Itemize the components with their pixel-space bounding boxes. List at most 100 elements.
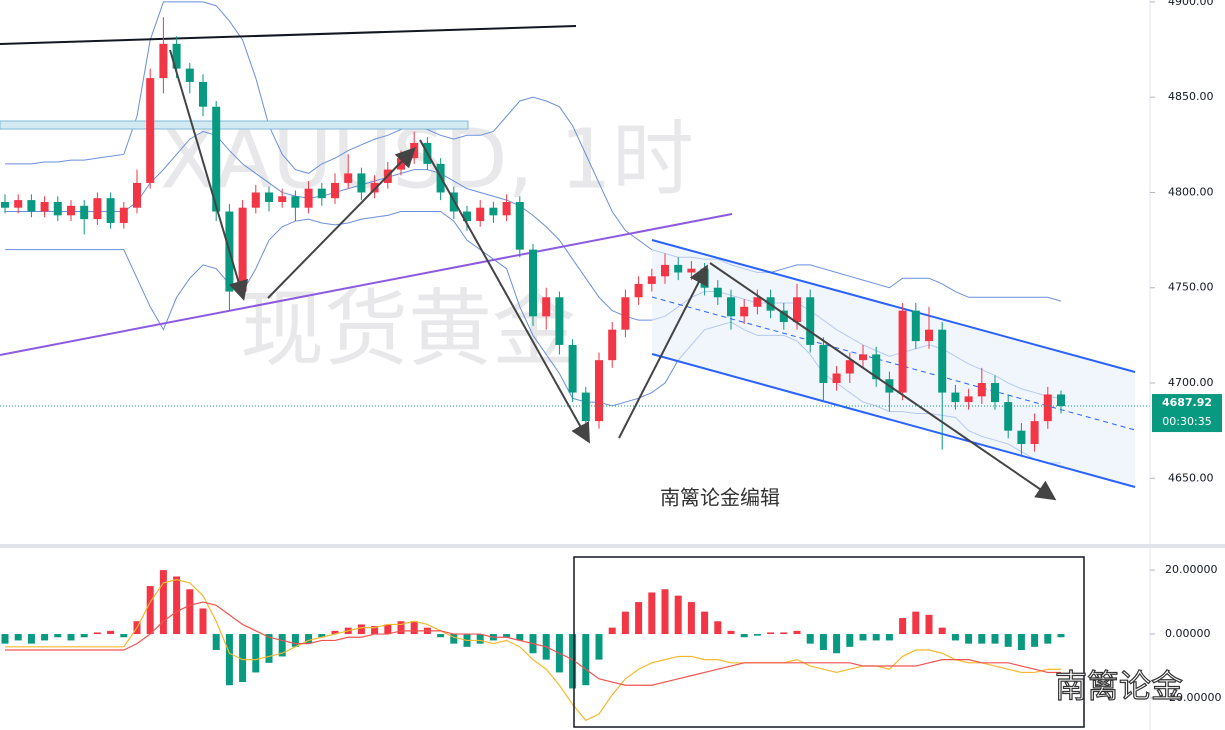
histogram-bar bbox=[859, 634, 867, 641]
body bbox=[251, 192, 260, 208]
histogram-bar bbox=[14, 634, 22, 641]
body bbox=[727, 297, 735, 317]
histogram-bar bbox=[819, 634, 827, 651]
body bbox=[1017, 430, 1026, 445]
body bbox=[172, 43, 181, 69]
body bbox=[344, 173, 353, 183]
histogram-bar bbox=[1057, 634, 1065, 638]
histogram-bar bbox=[503, 634, 511, 638]
body bbox=[647, 276, 656, 284]
y-tick-label: 4800.00 bbox=[1168, 185, 1214, 198]
y-tick-label: 0.00000 bbox=[1165, 627, 1211, 640]
body bbox=[502, 201, 511, 216]
body bbox=[304, 188, 313, 208]
zone bbox=[0, 120, 469, 130]
histogram-bar bbox=[265, 634, 273, 663]
histogram-bar bbox=[608, 627, 616, 635]
body bbox=[977, 383, 986, 397]
histogram-bar bbox=[714, 621, 722, 635]
histogram-bar bbox=[371, 626, 379, 635]
histogram-bar bbox=[780, 632, 788, 635]
watermark-name: 现货黄金 bbox=[240, 280, 576, 378]
histogram-bar bbox=[872, 634, 880, 641]
histogram-bar bbox=[846, 634, 854, 647]
histogram-bar bbox=[951, 634, 959, 641]
histogram-bar bbox=[687, 602, 695, 635]
y-tick-label: 4750.00 bbox=[1168, 281, 1214, 294]
histogram-bar bbox=[186, 589, 194, 635]
body bbox=[911, 310, 920, 342]
body bbox=[951, 392, 960, 403]
body bbox=[212, 106, 221, 212]
histogram-bar bbox=[1031, 634, 1039, 647]
histogram-bar bbox=[146, 586, 154, 635]
trend-line bbox=[0, 25, 577, 45]
body bbox=[608, 329, 617, 361]
body bbox=[119, 207, 128, 223]
histogram-bar bbox=[899, 618, 907, 635]
body bbox=[93, 198, 102, 220]
histogram-bar bbox=[27, 634, 35, 644]
body bbox=[265, 192, 273, 202]
histogram-bar bbox=[885, 634, 893, 641]
histogram-bar bbox=[793, 630, 801, 635]
body bbox=[159, 43, 168, 79]
histogram-bar bbox=[1, 634, 9, 644]
histogram-bar bbox=[516, 634, 524, 641]
histogram-bar bbox=[833, 634, 841, 654]
body bbox=[331, 182, 339, 199]
body bbox=[793, 297, 801, 323]
histogram-bar bbox=[450, 634, 458, 644]
body bbox=[661, 264, 669, 277]
body bbox=[819, 344, 828, 384]
body bbox=[53, 201, 62, 216]
trend-line bbox=[0, 213, 733, 356]
body bbox=[634, 283, 643, 298]
histogram-bar bbox=[239, 634, 247, 683]
histogram-bar bbox=[212, 634, 220, 651]
y-tick-label: 20.00000 bbox=[1165, 563, 1218, 576]
body bbox=[1043, 394, 1052, 422]
body bbox=[568, 344, 577, 393]
y-tick-label: -20.00000 bbox=[1165, 691, 1221, 704]
body bbox=[476, 207, 485, 222]
price-label: 4687.92 bbox=[1162, 396, 1212, 409]
histogram-bar bbox=[595, 634, 603, 660]
separator bbox=[0, 544, 1225, 548]
histogram-bar bbox=[107, 630, 115, 635]
histogram-bar bbox=[569, 634, 577, 689]
histogram-bar bbox=[80, 634, 88, 638]
body bbox=[133, 182, 141, 208]
histogram-bar bbox=[621, 611, 629, 635]
body bbox=[925, 329, 933, 342]
histogram-bar bbox=[159, 570, 167, 635]
histogram-bar bbox=[291, 634, 299, 647]
body bbox=[832, 373, 841, 384]
body bbox=[515, 201, 524, 250]
body bbox=[542, 297, 551, 317]
histogram-bar bbox=[767, 632, 775, 635]
watermark-brand: 南篱论金 bbox=[1055, 667, 1183, 705]
annotation: 南篱论金编辑 bbox=[660, 486, 780, 510]
body bbox=[489, 207, 498, 216]
body bbox=[529, 249, 537, 317]
arrows bbox=[169, 49, 1057, 501]
y-tick-label: 4650.00 bbox=[1168, 471, 1214, 484]
body bbox=[67, 205, 75, 216]
histogram-bar bbox=[331, 630, 339, 635]
y-tick-label: 4700.00 bbox=[1168, 376, 1214, 389]
histogram-bar bbox=[410, 621, 418, 635]
histogram-bar bbox=[978, 634, 986, 644]
body bbox=[317, 188, 326, 199]
histogram-bar bbox=[806, 634, 814, 644]
body bbox=[872, 354, 881, 380]
body bbox=[845, 360, 854, 374]
histogram-bar bbox=[93, 632, 101, 635]
macd-line bbox=[5, 601, 1061, 686]
histogram-bar bbox=[437, 634, 445, 638]
body bbox=[806, 297, 815, 345]
body bbox=[621, 297, 630, 330]
histogram-bar bbox=[120, 634, 128, 638]
body bbox=[357, 173, 366, 193]
